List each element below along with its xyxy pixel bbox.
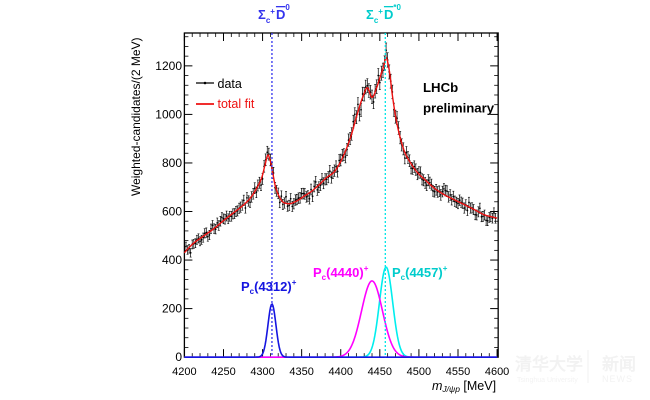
svg-text:0: 0 (175, 350, 182, 364)
svg-text:mJ/ψp [MeV]: mJ/ψp [MeV] (432, 379, 496, 394)
svg-text:4200: 4200 (172, 366, 196, 378)
svg-text:Pc(4457)+: Pc(4457)+ (392, 264, 448, 282)
svg-text:NEWS: NEWS (602, 374, 633, 384)
svg-text:Pc(4312)+: Pc(4312)+ (241, 278, 297, 296)
svg-text:4300: 4300 (250, 366, 274, 378)
svg-text:200: 200 (162, 302, 182, 316)
svg-text:1200: 1200 (155, 59, 182, 73)
svg-text:Weighted-candidates/(2 MeV): Weighted-candidates/(2 MeV) (129, 37, 143, 196)
svg-text:4400: 4400 (328, 366, 352, 378)
svg-text:4250: 4250 (211, 366, 235, 378)
svg-text:新闻: 新闻 (602, 354, 636, 374)
svg-text:400: 400 (162, 253, 182, 267)
svg-text:4350: 4350 (289, 366, 313, 378)
svg-text:600: 600 (162, 205, 182, 219)
svg-text:4500: 4500 (407, 366, 431, 378)
svg-text:清华大学: 清华大学 (515, 354, 583, 374)
svg-text:4600: 4600 (485, 366, 509, 378)
svg-text:Tsinghua University: Tsinghua University (517, 377, 578, 384)
svg-text:data: data (218, 77, 242, 91)
svg-text:total fit: total fit (218, 97, 255, 111)
svg-text:4550: 4550 (446, 366, 470, 378)
svg-text:preliminary: preliminary (423, 101, 495, 116)
svg-text:4450: 4450 (368, 366, 392, 378)
svg-text:LHCb: LHCb (423, 80, 458, 95)
svg-text:800: 800 (162, 156, 182, 170)
svg-text:Pc(4440)+: Pc(4440)+ (313, 264, 369, 282)
svg-text:1000: 1000 (155, 107, 182, 121)
